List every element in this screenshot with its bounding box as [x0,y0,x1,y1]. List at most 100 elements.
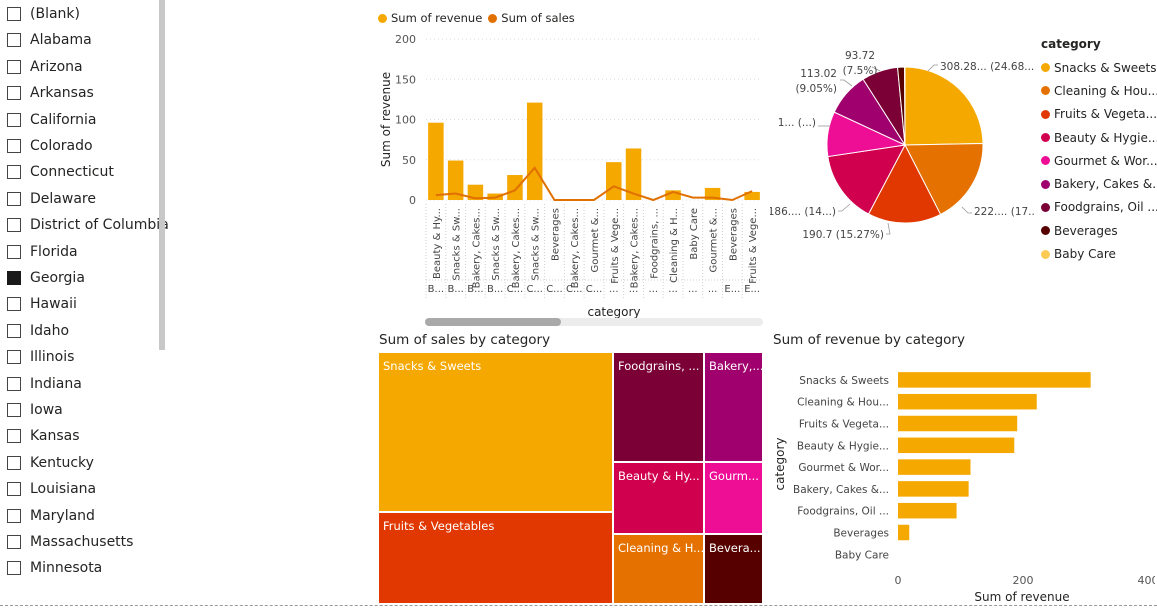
pie-slice[interactable] [827,144,906,215]
pie-legend-item[interactable]: Baby Care [1041,242,1157,265]
pie-legend-item[interactable]: Snacks & Sweets [1041,56,1157,79]
checkbox-icon[interactable] [7,218,21,233]
slicer-item-label: Iowa [30,402,63,418]
treemap-cell[interactable]: Fruits & Vegetables [378,512,613,604]
pie-slice[interactable] [867,143,942,224]
checkbox-icon[interactable] [7,271,21,285]
pie-slice[interactable] [904,142,984,216]
pie-chart[interactable]: 308.28... (24.68...) 222.... (17...) 190.7… [770,40,1035,250]
checkbox-icon[interactable] [7,139,21,153]
sales-line[interactable] [435,166,753,202]
pie-legend-item[interactable]: Beverages [1041,219,1157,242]
pie-label-cleaning: 222.... (17...) [974,206,1035,218]
combo-chart[interactable]: Sum of revenue 200 150 100 50 0 Beauty & Hy...… [370,28,770,328]
checkbox-icon[interactable] [7,33,21,48]
revenue-bar[interactable] [526,102,543,200]
checkbox-icon[interactable] [7,86,21,101]
treemap-cell[interactable]: Cleaning & H... [613,534,704,604]
slicer-item-label: Delaware [30,190,96,207]
slicer-item[interactable]: Louisiana [7,478,96,500]
slicer-item[interactable]: District of Columbia [7,214,169,236]
slicer-item[interactable]: Minnesota [7,557,102,579]
revenue-bar[interactable] [428,122,444,200]
slicer-item[interactable]: Florida [7,241,78,263]
slicer-item[interactable]: Georgia [7,267,85,289]
pie-legend-item[interactable]: Foodgrains, Oil ... [1041,196,1157,219]
hbar-bar[interactable] [898,372,1091,388]
hbar-bar[interactable] [898,437,1015,454]
checkbox-icon[interactable] [7,561,21,576]
checkbox-icon[interactable] [7,165,21,180]
revenue-bar[interactable] [507,175,523,200]
hbar-bar[interactable] [898,393,1037,410]
slicer-item[interactable]: (Blank) [7,3,80,25]
checkbox-icon[interactable] [7,403,21,417]
hbar-bar[interactable] [898,459,971,475]
treemap-cell[interactable]: Snacks & Sweets [378,352,613,512]
pie-legend-label: Snacks & Sweets [1054,60,1157,75]
checkbox-icon[interactable] [7,7,21,21]
checkbox-icon[interactable] [7,191,21,206]
pie-legend-item[interactable]: Bakery, Cakes &... [1041,172,1157,195]
legend-revenue[interactable]: Sum of revenue [378,11,482,25]
revenue-bar[interactable] [625,148,642,200]
checkbox-icon[interactable] [7,244,21,259]
checkbox-icon[interactable] [7,297,21,312]
slicer-item[interactable]: Indiana [7,373,82,395]
slicer-scrollbar[interactable] [159,0,165,350]
treemap-cell[interactable]: Foodgrains, ... [613,352,704,462]
slicer-item[interactable]: Maryland [7,505,95,527]
pie-legend-item[interactable]: Cleaning & Hou... [1041,79,1157,102]
checkbox-icon[interactable] [7,508,21,523]
slicer-item[interactable]: Delaware [7,188,96,210]
slicer-item[interactable]: Illinois [7,346,74,368]
pie-legend-item[interactable]: Gourmet & Wor... [1041,149,1157,172]
checkbox-icon[interactable] [7,59,21,74]
slicer-item[interactable]: Arizona [7,56,83,78]
pie-slice[interactable] [904,66,984,146]
slicer-item[interactable]: Massachusetts [7,531,133,553]
treemap-cell[interactable]: Bevera... [704,534,763,604]
revenue-bar[interactable] [744,191,760,200]
slicer-item[interactable]: Kentucky [7,452,94,474]
legend-sales[interactable]: Sum of sales [488,11,575,25]
slicer-item[interactable]: Arkansas [7,82,94,104]
checkbox-icon[interactable] [7,535,21,549]
checkbox-icon[interactable] [7,350,21,365]
revenue-bar[interactable] [447,160,464,200]
x-tick-label: Foodgrains, ... [649,208,660,279]
treemap-cell[interactable]: Gourm... [704,462,763,534]
slicer-item[interactable]: Iowa [7,399,63,421]
slicer-item[interactable]: Alabama [7,29,92,51]
slicer-item[interactable]: Connecticut [7,161,114,183]
scrollbar-thumb[interactable] [425,318,561,326]
slicer-item-label: Louisiana [30,481,97,498]
checkbox-icon[interactable] [7,482,21,497]
slicer-item[interactable]: Idaho [7,320,69,342]
revenue-bar[interactable] [606,162,622,200]
slicer-item[interactable]: Hawaii [7,293,77,315]
checkbox-icon[interactable] [7,455,21,470]
checkbox-icon[interactable] [7,429,21,444]
hbar-bar[interactable] [898,481,969,497]
slicer-item[interactable]: California [7,109,96,131]
hbar-bar[interactable] [898,524,910,541]
treemap-cell[interactable]: Bakery,... [704,352,763,462]
combo-horizontal-scrollbar[interactable] [425,318,763,326]
hbar-bar[interactable] [898,415,1018,432]
checkbox-icon[interactable] [7,112,21,127]
revenue-bar[interactable] [467,184,484,200]
treemap-cell[interactable]: Beauty & Hy... [613,462,704,534]
hbar-bar[interactable] [898,502,957,519]
checkbox-icon[interactable] [7,323,21,338]
slicer-item[interactable]: Colorado [7,135,93,157]
checkbox-icon[interactable] [7,376,21,391]
hbar-category-label: Gourmet & Wor... [798,462,889,474]
pie-legend-item[interactable]: Beauty & Hygie... [1041,126,1157,149]
hbar-chart[interactable]: Snacks & Sweets Cleaning & Hou... Fruits &… [770,352,1155,606]
revenue-bar[interactable] [665,190,681,200]
pie-legend-item[interactable]: Fruits & Vegeta... [1041,103,1157,126]
treemap-cell-label: Snacks & Sweets [383,359,482,373]
treemap-chart[interactable]: Snacks & Sweets Fruits & Vegetables Foodgr… [378,352,763,604]
slicer-item[interactable]: Kansas [7,425,80,447]
